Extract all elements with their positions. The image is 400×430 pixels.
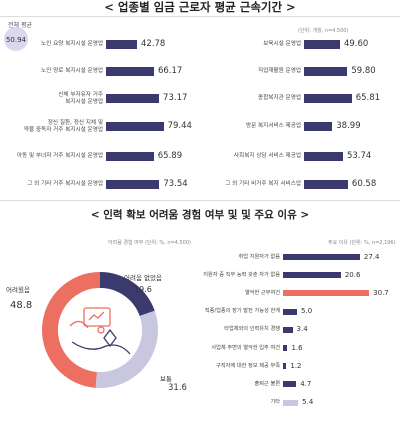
reason-label: 기타 — [270, 399, 280, 406]
reason-label: 취업 지원자가 없음 — [238, 253, 280, 260]
illustration-person-icon — [71, 328, 131, 355]
donut-value-label: 48.8 — [10, 300, 33, 311]
tenure-value: 65.89 — [157, 151, 183, 161]
reason-bar — [283, 381, 297, 388]
reason-bar — [283, 254, 360, 260]
difficulty-donut-chart — [41, 272, 158, 388]
donut-category-label: 보통 — [160, 375, 172, 383]
tenure-bar — [106, 94, 160, 103]
tenure-bar — [304, 180, 348, 189]
donut-slice — [41, 272, 100, 388]
tenure-bar — [106, 67, 154, 76]
tenure-value: 60.58 — [351, 179, 377, 189]
industry-label: 노인 양로 복지시설 운영업 — [41, 68, 103, 74]
reason-value: 5.0 — [301, 307, 313, 316]
tenure-value: 53.74 — [346, 151, 372, 161]
top-unit-note: (단위: 개월, n=4,500) — [298, 28, 349, 34]
reason-label: 타업체와의 인력유치 경쟁 — [224, 326, 280, 333]
reason-label: 지원자 중 직무 능력 갖춘 자가 없음 — [203, 271, 280, 278]
donut-slices — [41, 272, 158, 388]
right-unit-note: 주요 이유 (단위: %, n=2,196) — [328, 240, 396, 246]
tenure-value: 79.44 — [167, 121, 192, 131]
tenure-bar — [106, 40, 137, 49]
donut-value-label: 19.6 — [134, 285, 152, 294]
reason-value: 30.7 — [373, 288, 389, 297]
section-divider — [0, 200, 400, 201]
industry-label: 아동 및 부녀자 거주 복지시설 운영업 — [16, 153, 103, 159]
industry-label: 그 외 기타 거주 복지시설 운영업 — [27, 181, 103, 187]
tenure-bar — [304, 67, 348, 76]
bottom-title: < 인력 확보 어려움 경험 여부 및 및 주요 이유 > — [90, 209, 310, 221]
illustration-icon — [69, 307, 111, 334]
reason-label: 출퇴근 불편 — [254, 380, 280, 387]
reason-bar — [283, 272, 341, 279]
tenure-bar — [304, 94, 352, 103]
tenure-bar — [106, 180, 160, 189]
reason-value: 1.6 — [291, 343, 303, 352]
tenure-value: 42.78 — [141, 39, 166, 49]
reason-label: 직종/업종의 장기 발전 가능성 한계 — [204, 308, 280, 315]
donut-value-label: 31.6 — [168, 383, 187, 393]
industry-label: 노인 요양 복지시설 운영업 — [41, 41, 103, 47]
reason-value: 27.4 — [363, 252, 380, 261]
tenure-value: 59.80 — [351, 66, 376, 76]
donut-category-label: 어려웠음 — [6, 286, 30, 294]
top-divider — [0, 16, 400, 17]
left-unit-note: 어려움 경험 여부 (단위: %, n=4,500) — [108, 240, 191, 246]
reason-value: 1.2 — [290, 361, 302, 370]
reason-bar — [283, 363, 287, 370]
tenure-value: 38.99 — [336, 121, 361, 131]
industry-label: 보육시설 운영업 — [263, 41, 301, 47]
reason-bar — [283, 290, 370, 297]
industry-label: 신체 부자유자 거주 복지시설 운영업 — [58, 91, 103, 105]
reason-label: 사업체 주변의 열악한 입주 여건 — [211, 344, 280, 351]
industry-label: 종합복지관 운영업 — [258, 95, 301, 101]
donut-slice — [100, 272, 155, 317]
donut-category-label: 어려움 없었음 — [124, 274, 162, 282]
tenure-value: 49.60 — [343, 39, 369, 49]
tenure-value: 66.17 — [157, 66, 183, 76]
reason-bar — [283, 345, 288, 351]
reason-value: 4.7 — [300, 379, 312, 388]
reason-value: 20.6 — [344, 270, 361, 279]
tenure-bar — [304, 152, 343, 161]
industry-label: 사회복지 상담 서비스 제공업 — [233, 153, 301, 159]
overall-average-label: 전체 평균 — [8, 22, 32, 29]
tenure-bar — [304, 40, 340, 49]
reason-label: 열악한 근무여건 — [244, 289, 280, 296]
overall-average-badge: 50.94 — [4, 27, 28, 51]
tenure-bar — [106, 122, 164, 131]
industry-label: 그 외 기타 비거주 복지 서비스업 — [225, 181, 301, 187]
reason-value: 5.4 — [302, 398, 314, 407]
industry-label: 정신 질환, 정신 지체 및 약물 중독자 거주 복지시설 운영업 — [23, 119, 103, 133]
industry-label: 방문 복지서비스 제공업 — [245, 123, 301, 129]
tenure-value: 65.81 — [355, 93, 381, 103]
reason-label: 구직자에 대한 정보 제공 부족 — [216, 362, 280, 369]
reason-bar — [283, 308, 298, 315]
reason-bar — [283, 326, 293, 333]
reason-bar — [283, 399, 299, 406]
industry-label: 직업재활원 운영업 — [258, 68, 301, 74]
donut-slice — [95, 310, 158, 388]
donut-hole — [58, 288, 142, 372]
tenure-bar — [106, 152, 154, 161]
tenure-value: 73.17 — [163, 93, 188, 103]
overall-average-value: 50.94 — [5, 36, 27, 44]
tenure-bar — [304, 122, 333, 131]
top-title: < 업종별 임금 근로자 평균 근속기간 > — [104, 0, 296, 14]
tenure-value: 73.54 — [163, 179, 188, 189]
reason-value: 3.4 — [296, 325, 308, 334]
